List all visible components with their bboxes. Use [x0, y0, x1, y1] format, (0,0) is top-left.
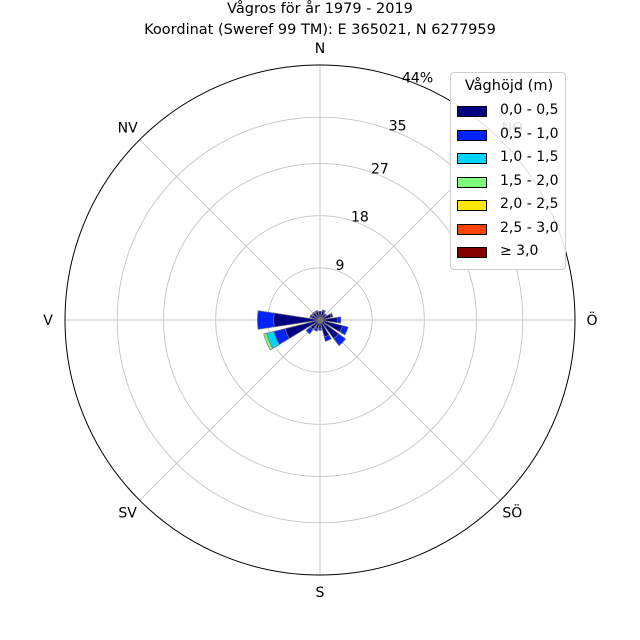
- legend-entry: 0,0 - 0,5: [457, 102, 565, 121]
- outer-circle: [64, 64, 576, 576]
- direction-label: Ö: [586, 311, 597, 329]
- legend-entry: 1,0 - 1,5: [457, 149, 565, 168]
- rose-bar-segment: [305, 326, 314, 335]
- legend-entry: 1,5 - 2,0: [457, 172, 565, 192]
- spoke-line: [319, 319, 501, 501]
- rose-bar-segment: [318, 310, 322, 321]
- grid-ring: [116, 116, 524, 524]
- rose-bar-segment: [333, 333, 347, 347]
- legend-label: 0,0 - 0,5: [500, 102, 559, 118]
- rose-bar-segment: [336, 316, 342, 324]
- legend-swatch: [457, 176, 487, 188]
- rose-bars: [257, 309, 349, 351]
- rose-bar-segment: [309, 314, 314, 319]
- legend-swatch: [457, 200, 487, 211]
- ring-label: 9: [335, 258, 344, 274]
- direction-label: S: [316, 585, 325, 601]
- legend-swatch: [457, 247, 487, 258]
- legend-entry: 2,5 - 3,0: [457, 219, 565, 239]
- rose-bar-segment: [318, 328, 322, 331]
- spoke-line: [139, 139, 321, 321]
- legend-label: 2,0 - 2,5: [500, 196, 559, 212]
- direction-label: SV: [118, 505, 137, 521]
- ring-label: 18: [351, 210, 369, 226]
- legend-label: 0,5 - 1,0: [500, 125, 559, 142]
- legend-title: Våghöjd (m): [464, 78, 554, 94]
- direction-label: NV: [118, 121, 138, 137]
- direction-label: V: [43, 313, 53, 329]
- legend-label: ≥ 3,0: [500, 243, 539, 259]
- rose-bar-segment: [339, 325, 349, 336]
- rose-bar-segment: [323, 312, 328, 317]
- legend-swatch: [457, 223, 487, 235]
- rose-bar-segment: [313, 326, 319, 332]
- rose-bar-segment: [263, 332, 274, 351]
- rose-bar-segment: [321, 309, 326, 314]
- chart-title: Vågros för år 1979 - 2019: [227, 0, 413, 17]
- rose-bar-segment: [257, 310, 275, 330]
- chart-subtitle: Koordinat (Sweref 99 TM): E 365021, N 62…: [144, 22, 496, 38]
- legend-entry: 0,5 - 1,0: [457, 125, 565, 145]
- legend-entry: 2,0 - 2,5: [457, 196, 565, 215]
- ring-label: 44%: [402, 70, 433, 86]
- rose-bar-segment: [329, 312, 334, 318]
- grid-ring: [215, 215, 425, 425]
- ring-label: 27: [371, 161, 389, 177]
- rose-bar-segment: [323, 334, 332, 342]
- legend-entry: ≥ 3,0: [457, 243, 565, 262]
- legend-swatch: [457, 129, 487, 141]
- ring-labels: 9 18 27 35 44%: [335, 70, 433, 273]
- direction-label: N: [315, 41, 325, 57]
- legend-swatch: [457, 106, 487, 117]
- rose-bar-segment: [314, 310, 319, 314]
- legend-label: 2,5 - 3,0: [500, 219, 559, 236]
- legend-label: 1,5 - 2,0: [500, 172, 559, 189]
- legend-swatch: [457, 153, 487, 164]
- spoke-line: [139, 319, 321, 501]
- grid-ring: [163, 163, 477, 477]
- legend: Våghöjd (m) 0,0 - 0,5 0,5 - 1,0 1,0 - 1,…: [450, 72, 566, 270]
- ring-label: 35: [389, 119, 407, 135]
- rose-bar-segment: [311, 311, 316, 316]
- direction-label: SÖ: [502, 503, 522, 521]
- legend-label: 1,0 - 1,5: [500, 149, 559, 165]
